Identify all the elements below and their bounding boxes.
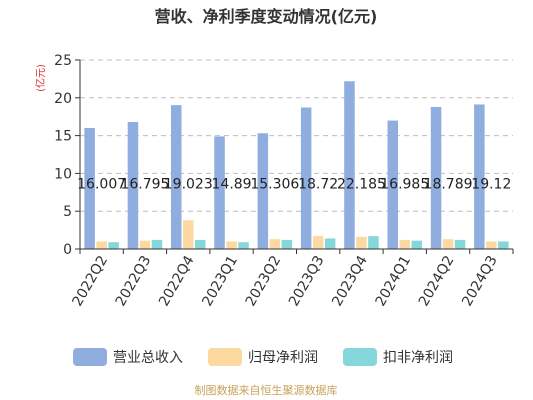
x-tick-label: 2022Q2: [69, 253, 111, 309]
data-label: 15.306: [250, 177, 299, 193]
bar-2: [183, 220, 194, 249]
bar-1: [344, 81, 355, 249]
legend-swatch: [208, 348, 242, 366]
y-tick-label: 5: [63, 204, 72, 220]
data-label: 16.007: [77, 177, 126, 193]
bar-1: [127, 122, 139, 249]
bar-3: [368, 236, 379, 249]
bar-2: [399, 239, 410, 249]
bar-3: [195, 239, 206, 249]
bar-1: [257, 133, 269, 249]
x-tick-label: 2023Q4: [329, 253, 371, 309]
x-tick-label: 2023Q3: [286, 253, 328, 309]
legend-label: 扣非净利润: [383, 350, 453, 366]
x-tick-label: 2024Q1: [373, 253, 415, 309]
bar-3: [454, 239, 466, 249]
x-tick-label: 2022Q4: [156, 253, 198, 309]
bar-1: [474, 104, 485, 250]
x-tick-label: 2024Q2: [416, 253, 458, 309]
legend-label: 归母净利润: [248, 349, 318, 366]
bar-3: [281, 239, 293, 249]
bar-2: [96, 241, 107, 249]
y-tick-label: 15: [54, 129, 72, 145]
bar-1: [430, 106, 442, 249]
data-label: 19.12: [471, 177, 511, 193]
bar-3: [238, 242, 249, 249]
data-labels-layer: 16.00716.79519.02314.8915.30618.7222.185…: [77, 177, 511, 193]
bar-1: [387, 120, 398, 249]
bar-2: [442, 239, 454, 249]
x-tick-label: 2023Q2: [243, 253, 285, 309]
bar-1: [300, 107, 312, 249]
source-note: 制图数据来自恒生聚源数据库: [195, 383, 338, 397]
data-label: 18.72: [298, 177, 338, 193]
bar-3: [151, 239, 163, 249]
data-label: 16.795: [120, 177, 169, 193]
bar-2: [226, 241, 237, 249]
data-label: 14.89: [212, 177, 252, 193]
data-label: 18.789: [424, 177, 473, 193]
bar-3: [411, 240, 422, 249]
legend-label: 营业总收入: [113, 350, 183, 366]
data-label: 19.023: [164, 177, 213, 193]
data-label: 22.185: [337, 177, 386, 193]
x-tick-label: 2022Q3: [113, 253, 155, 309]
legend-swatch: [343, 348, 377, 366]
y-tick-label: 0: [63, 242, 72, 258]
bar-2: [356, 236, 367, 249]
bar-1: [214, 136, 225, 249]
x-tick-label: 2023Q1: [199, 253, 241, 309]
y-tick-label: 20: [54, 91, 72, 107]
bar-2: [269, 239, 281, 249]
bar-3: [324, 238, 336, 249]
bars-layer: [84, 81, 509, 250]
bar-2: [486, 241, 497, 249]
y-axis-label: (亿元): [34, 64, 47, 92]
bar-1: [84, 127, 95, 249]
bar-3: [498, 241, 509, 249]
chart-title: 营收、净利季度变动情况(亿元): [155, 7, 378, 26]
y-tick-label: 25: [54, 53, 72, 69]
bar-3: [108, 242, 119, 249]
y-tick-label: 10: [54, 166, 72, 182]
bar-2: [312, 236, 324, 249]
legend-swatch: [73, 348, 107, 366]
legend: 营业总收入 归母净利润 扣非净利润: [73, 348, 453, 366]
bar-1: [171, 105, 182, 249]
data-label: 16.985: [380, 177, 429, 193]
bar-2: [139, 240, 151, 249]
x-tick-label: 2024Q3: [459, 253, 501, 309]
